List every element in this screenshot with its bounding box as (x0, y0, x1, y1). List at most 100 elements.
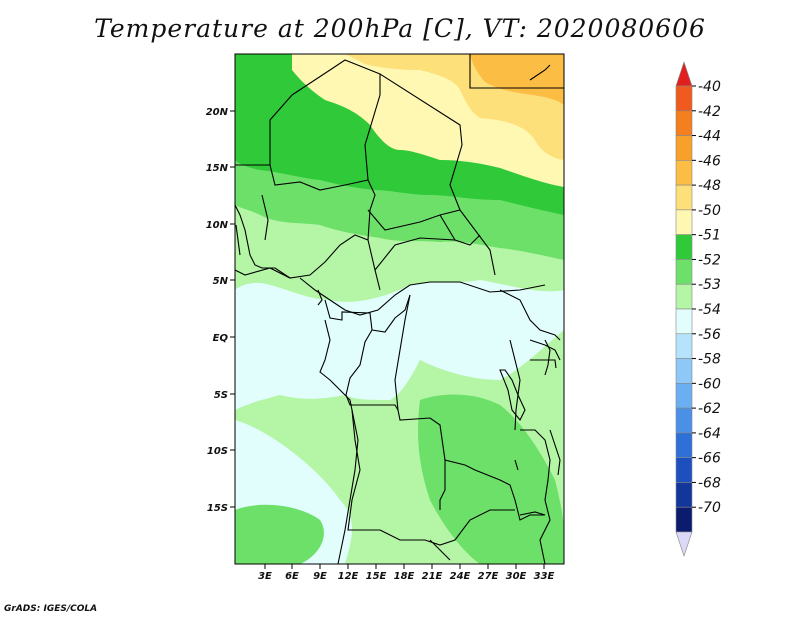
colorbar-swatch (675, 432, 693, 458)
border-line (469, 54, 564, 89)
colorbar-swatch (675, 135, 693, 161)
plot-frame (234, 53, 565, 565)
latitude-labels: 20N 15N 10N 5N EQ 5S 10S 15S (206, 107, 229, 514)
colorbar-label: -53 (698, 277, 721, 293)
lat-label: 20N (206, 107, 229, 118)
lake-outline (549, 429, 561, 476)
coastline (317, 289, 323, 306)
lake-outline (514, 459, 519, 471)
region-minus-53-southwest (235, 504, 324, 564)
colorbar-swatch (675, 308, 693, 335)
colorbar-label: -58 (698, 352, 721, 368)
colorbar-label: -66 (698, 451, 721, 467)
colorbar-swatch (675, 184, 693, 211)
lon-label: 6E (285, 571, 299, 582)
colorbar-label: -48 (698, 178, 721, 194)
border-line (299, 277, 546, 316)
border-line (394, 294, 516, 501)
region-minus-53-south (418, 394, 564, 564)
colorbar-swatch (675, 110, 693, 136)
border-line (324, 299, 373, 396)
colorbar-swatch (675, 407, 693, 434)
lon-label: 3E (258, 571, 272, 582)
longitude-axis (264, 564, 545, 569)
coastline (319, 319, 359, 564)
lake-outline (499, 369, 526, 422)
colorbar-label: -70 (698, 500, 721, 516)
border-line (269, 94, 293, 165)
colorbar-label: -50 (698, 203, 721, 219)
colorbar-swatch (675, 85, 693, 112)
lat-label: 5N (213, 276, 229, 287)
lon-label: 18E (394, 571, 415, 582)
lon-label: 30E (506, 571, 527, 582)
colorbar-swatch (675, 358, 693, 384)
lon-label: 12E (338, 571, 359, 582)
lat-label: EQ (213, 333, 229, 344)
colorbar-label: -40 (698, 79, 721, 95)
lon-label: 33E (534, 571, 555, 582)
region-minus-48 (470, 54, 564, 105)
border-line (374, 237, 456, 271)
colorbar-swatch (675, 234, 693, 260)
colorbar-arrow-bottom (675, 531, 693, 557)
latitude-axis (230, 110, 235, 508)
lon-label: 9E (313, 571, 327, 582)
colorbar-label: -52 (698, 252, 721, 268)
colorbar-swatch (675, 160, 693, 186)
colorbar-label: -46 (698, 153, 721, 169)
lat-label: 15S (207, 503, 228, 514)
colorbar-label: -60 (698, 376, 721, 392)
border-line (345, 394, 399, 411)
coastline (261, 194, 269, 241)
colorbar-swatch (675, 482, 693, 508)
border-line (529, 339, 561, 361)
border-line (429, 539, 451, 561)
colorbar-label: -62 (698, 401, 721, 417)
colorbar-swatch (675, 457, 693, 483)
map-title: Temperature at 200hPa [C], VT: 202008060… (94, 14, 706, 43)
colorbar-swatch (675, 506, 693, 533)
lat-label: 10N (206, 220, 229, 231)
colorbar-swatch (675, 383, 693, 409)
lon-label: 27E (478, 571, 499, 582)
border-line (439, 214, 481, 246)
colorbar-swatch (675, 283, 693, 310)
colorbar-label: -44 (698, 129, 721, 145)
colorbar: -40 -42 -44 -46 -48 -50 -51 -52 -53 -54 -56 -58 -60 -… (675, 61, 721, 557)
coastline (529, 64, 551, 81)
colorbar-label: -42 (698, 104, 721, 120)
colorbar-label: -54 (698, 302, 721, 318)
border-line (520, 429, 551, 564)
colorbar-label: -64 (698, 426, 721, 442)
colorbar-swatch (675, 333, 693, 359)
lake-outline (519, 511, 546, 516)
colorbar-swatch (675, 209, 693, 235)
colorbar-label: -56 (698, 327, 721, 343)
border-line (509, 339, 521, 431)
lat-label: 10S (207, 446, 228, 457)
colorbar-swatch (675, 259, 693, 285)
temperature-field (235, 54, 564, 564)
lon-label: 24E (450, 571, 471, 582)
colorbar-label: -51 (698, 228, 721, 244)
coastline (235, 204, 291, 279)
border-line (379, 73, 463, 211)
lake-outline (544, 339, 551, 376)
border-line (439, 460, 446, 510)
lat-label: 5S (214, 390, 228, 401)
country-borders (235, 54, 564, 564)
border-line (514, 499, 545, 521)
border-line (235, 234, 369, 279)
colorbar-label: -68 (698, 475, 721, 491)
lat-label: 15N (206, 163, 229, 174)
border-line (347, 409, 515, 546)
coastline (235, 224, 241, 256)
lon-label: 21E (422, 571, 443, 582)
longitude-labels: 3E 6E 9E 12E 15E 18E 21E 24E 27E 30E 33E (258, 571, 554, 582)
border-line (291, 59, 381, 291)
colorbar-arrow-top (675, 61, 693, 87)
border-line (371, 294, 411, 333)
border-line (530, 359, 557, 369)
